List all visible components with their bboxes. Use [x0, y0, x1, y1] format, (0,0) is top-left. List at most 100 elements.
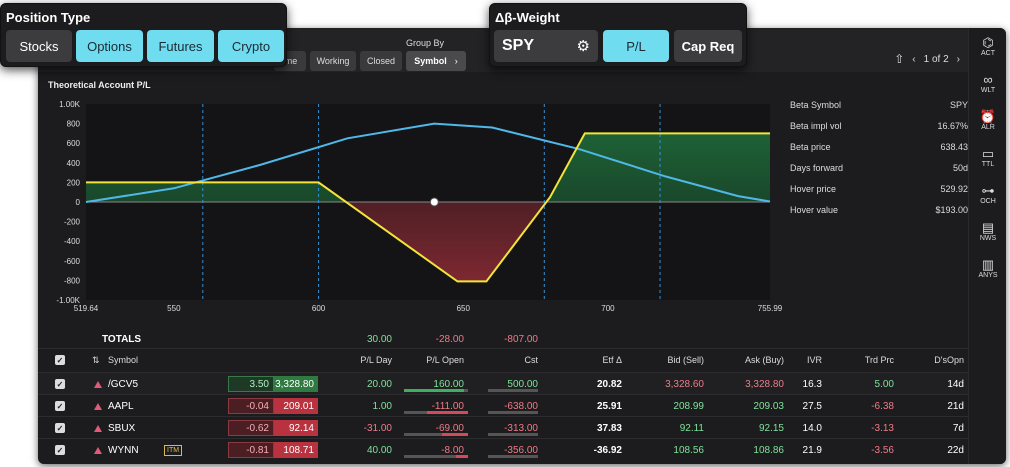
col-ivr[interactable]: IVR — [806, 355, 822, 365]
info-label: Beta price — [790, 141, 831, 152]
pl-open-bar — [427, 411, 468, 414]
totals-pl-open: -28.00 — [435, 333, 464, 345]
price-chip: -0.04 209.01 — [228, 398, 318, 414]
info-row: Beta price 638.43 — [790, 136, 968, 157]
page-indicator: 1 of 2 — [923, 53, 949, 65]
sidebar-item-wlt[interactable]: ∞ WLT — [969, 73, 1006, 95]
stocks-filter-button[interactable]: Stocks — [6, 30, 72, 62]
row-trade-price: -3.13 — [871, 422, 894, 434]
tab-closed[interactable]: Closed — [360, 51, 402, 71]
row-last-price: 3,328.80 — [274, 376, 318, 392]
share-icon[interactable]: ⇧ — [894, 52, 905, 66]
options-filter-button[interactable]: Options — [76, 30, 143, 62]
row-change: -0.62 — [228, 420, 274, 436]
pagination: ⇧ ‹ 1 of 2 › — [894, 52, 960, 66]
x-tick-label: 550 — [167, 304, 181, 313]
cost-bar-track — [488, 389, 538, 392]
chain-icon: ⊶ — [981, 183, 995, 198]
row-bid[interactable]: 92.11 — [679, 422, 704, 434]
info-label: Hover value — [790, 204, 839, 215]
sidebar-item-alr[interactable]: ⏰ ALR — [969, 110, 1006, 132]
analysis-icon: ▥ — [981, 257, 995, 272]
totals-cost: -807.00 — [504, 333, 538, 345]
sidebar-item-label: TTL — [981, 161, 995, 168]
col-symbol[interactable]: Symbol — [108, 355, 139, 365]
beta-symbol-selector[interactable]: SPY ⚙ — [494, 30, 598, 62]
x-tick-label: 519.64 — [74, 304, 99, 313]
table-row[interactable]: ✓ WYNN ITM -0.81 108.71 40.00 -8.00 -356.00 -36.… — [38, 438, 968, 460]
row-bid[interactable]: 208.99 — [673, 400, 704, 412]
triangle-up-icon — [94, 395, 102, 417]
row-pl-day: 20.00 — [366, 378, 392, 390]
row-checkbox[interactable]: ✓ — [55, 445, 65, 455]
table-row[interactable]: ✓ AAPL -0.04 209.01 1.00 -111.00 -638.00 25.91 2… — [38, 394, 968, 416]
futures-filter-button[interactable]: Futures — [147, 30, 214, 62]
col-trade-price[interactable]: Trd Prc — [864, 355, 894, 365]
x-tick-label: 700 — [601, 304, 615, 313]
cap-req-mode-button[interactable]: Cap Req — [674, 30, 742, 62]
prev-page-button[interactable]: ‹ — [912, 53, 916, 65]
row-cost: -313.00 — [504, 422, 538, 434]
info-row: Beta impl vol 16.67% — [790, 115, 968, 136]
row-last-price: 92.14 — [274, 420, 318, 436]
col-days-open[interactable]: D'sOpn — [934, 355, 964, 365]
y-tick-label: -200 — [64, 218, 81, 227]
row-symbol[interactable]: AAPL — [108, 400, 134, 412]
tab-working[interactable]: Working — [310, 51, 356, 71]
row-last-price: 209.01 — [274, 398, 318, 414]
col-cost[interactable]: Cst — [524, 355, 539, 365]
info-label: Beta impl vol — [790, 120, 842, 131]
col-bid[interactable]: Bid (Sell) — [667, 355, 704, 365]
row-ask[interactable]: 3,328.80 — [745, 378, 784, 390]
col-pl-day[interactable]: P/L Day — [360, 355, 392, 365]
col-pl-open[interactable]: P/L Open — [426, 355, 464, 365]
info-row: Beta Symbol SPY — [790, 94, 968, 115]
row-pl-open: -8.00 — [441, 444, 464, 456]
gear-icon[interactable]: ⚙ — [576, 38, 590, 55]
pl-mode-button[interactable]: P/L — [603, 30, 669, 62]
next-page-button[interactable]: › — [956, 53, 960, 65]
row-ivr: 27.5 — [802, 400, 822, 412]
row-days-open: 22d — [947, 444, 964, 456]
chevron-right-icon: › — [454, 56, 458, 66]
info-value: 16.67% — [937, 120, 968, 131]
sidebar-item-anys[interactable]: ▥ ANYS — [969, 257, 1006, 280]
row-checkbox[interactable]: ✓ — [55, 423, 65, 433]
row-ivr: 14.0 — [802, 422, 822, 434]
select-all-checkbox[interactable]: ✓ — [55, 355, 65, 365]
activity-icon: ⌬ — [982, 35, 994, 50]
row-symbol[interactable]: /GCV5 — [108, 378, 139, 390]
info-value: $193.00 — [935, 204, 968, 215]
triangle-up-icon — [94, 417, 102, 439]
table-row[interactable]: ✓ SBUX -0.62 92.14 -31.00 -69.00 -313.00 37.83 9… — [38, 416, 968, 438]
pl-open-bar — [441, 433, 468, 436]
row-etf-delta: 20.82 — [596, 378, 622, 390]
row-symbol[interactable]: SBUX — [108, 422, 136, 434]
row-change: 3.50 — [228, 376, 274, 392]
row-ask[interactable]: 209.03 — [753, 400, 784, 412]
tab-symbol[interactable]: Symbol › — [406, 51, 466, 71]
row-checkbox[interactable]: ✓ — [55, 401, 65, 411]
tab-symbol-label: Symbol — [414, 56, 447, 66]
y-tick-label: 400 — [67, 159, 81, 168]
sidebar-item-och[interactable]: ⊶ OCH — [969, 183, 1006, 206]
row-checkbox[interactable]: ✓ — [55, 379, 65, 389]
row-ask[interactable]: 92.15 — [758, 422, 784, 434]
beta-weight-title: Δβ-Weight — [495, 10, 560, 25]
sidebar-item-nws[interactable]: ▤ NWS — [969, 221, 1006, 243]
info-label: Days forward — [790, 162, 844, 173]
row-bid[interactable]: 108.56 — [673, 444, 704, 456]
pl-open-bar-track — [404, 433, 468, 436]
pl-chart[interactable]: 1.00K 800 600 400 200 0 -200 -400 -600 -800 -1.00K… — [38, 92, 968, 324]
sort-icon[interactable]: ⇅ — [92, 354, 100, 365]
table-row[interactable]: ✓/GCV5 3.50 3,328.80 20.00 160.00 500.00 20.82… — [38, 372, 968, 394]
col-ask[interactable]: Ask (Buy) — [744, 355, 784, 365]
sidebar-item-act[interactable]: ⌬ ACT — [969, 35, 1006, 58]
col-etf-delta[interactable]: Etf Δ — [602, 355, 622, 365]
crypto-filter-button[interactable]: Crypto — [218, 30, 284, 62]
row-symbol[interactable]: WYNN — [108, 444, 139, 456]
y-tick-label: -800 — [64, 276, 81, 285]
row-ask[interactable]: 108.86 — [753, 444, 784, 456]
sidebar-item-ttl[interactable]: ▭ TTL — [969, 147, 1006, 169]
row-bid[interactable]: 3,328.60 — [665, 378, 704, 390]
